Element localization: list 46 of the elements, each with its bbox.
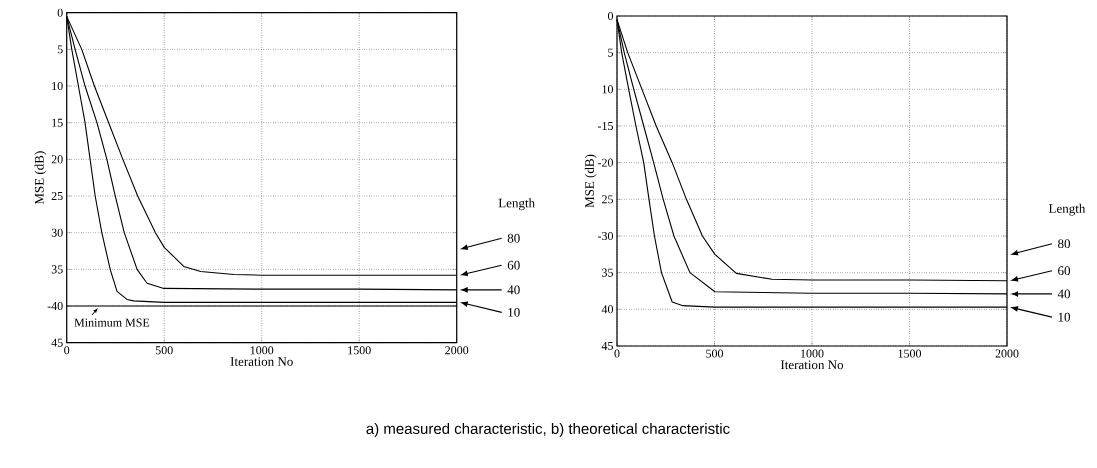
legend-label: 40 [1057,289,1071,299]
y-tick-label: 35 [602,268,614,277]
ref-line-label: Minimum MSE [74,318,150,327]
x-tick-label: 1000 [250,346,274,355]
legend-title: Length [1048,203,1086,216]
x-tick-label: 500 [155,346,173,355]
legend-title: Length [498,198,535,211]
x-tick-label: 1000 [801,349,824,358]
y-axis-title: MSE (dB) [584,154,597,208]
y-tick-label: 20 [51,155,63,164]
legend-label: 10 [508,307,520,317]
y-tick-label: 45 [51,338,63,347]
x-axis-title: Iteration No [780,360,844,370]
y-tick-label: 0 [57,8,63,17]
x-tick-label: 1500 [348,346,371,355]
x-tick-label: 2000 [995,349,1019,358]
x-tick-label: 1500 [898,349,922,358]
y-tick-label: 0 [607,11,614,21]
y-tick-label: 30 [51,228,63,237]
y-tick-label: 5 [57,45,63,54]
legend-label: 60 [507,260,520,270]
y-tick-label: -20 [597,158,614,167]
y-tick-label: 25 [602,195,614,204]
x-axis-title: Iteration No [230,357,293,366]
y-tick-label: 10 [602,85,614,94]
x-tick-label: 0 [614,349,620,358]
y-tick-label: -30 [597,231,614,241]
y-tick-label: 15 [52,118,63,127]
y-tick-label: 10 [52,81,63,91]
y-tick-label: 25 [51,191,63,201]
legend-label: 40 [507,285,520,295]
y-axis-title: MSE (dB) [34,151,47,205]
y-tick-label: 40 [601,305,614,314]
y-tick-label: -40 [47,301,63,311]
y-tick-label: 35 [51,265,63,274]
legend-label: 10 [1058,312,1071,322]
x-tick-label: 2000 [445,346,469,355]
text: 80 [507,233,520,243]
text: a) measured characteristic, b) theoretical characteristic [366,423,730,437]
x-tick-label: 0 [64,346,70,355]
y-tick-label: 45 [601,341,614,350]
legend-label: 60 [1058,266,1071,276]
x-tick-label: 500 [706,349,724,358]
y-tick-label: 5 [608,48,614,57]
y-tick-label: -15 [597,121,614,131]
text: 80 [1058,239,1071,249]
